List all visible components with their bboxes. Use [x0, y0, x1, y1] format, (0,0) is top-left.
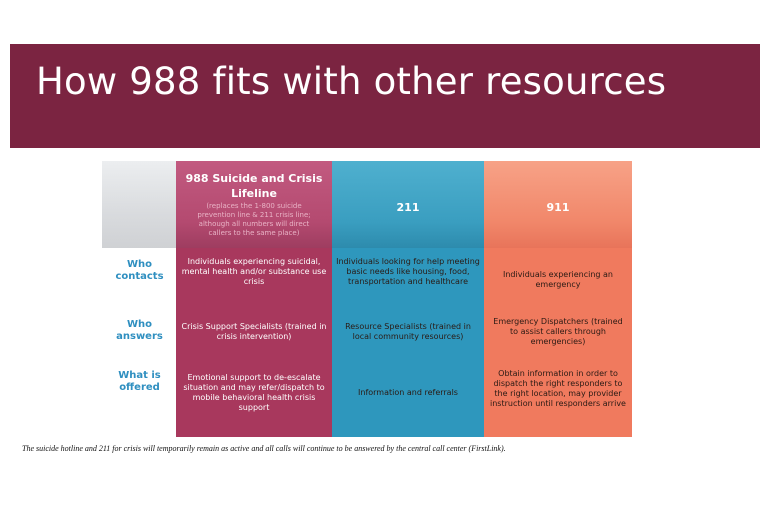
row-label-column: Who contacts Who answers What is offered: [102, 161, 177, 437]
cell-211-who-contacts: Individuals looking for help meeting bas…: [336, 257, 480, 286]
cell-988-who-contacts: Individuals experiencing suicidal, menta…: [181, 257, 327, 286]
cell-211-what-offered: Information and referrals: [358, 388, 458, 397]
row-label-who-answers: Who answers: [116, 319, 163, 342]
body-988: Individuals experiencing suicidal, menta…: [176, 248, 332, 437]
body-211: Individuals looking for help meeting bas…: [332, 248, 484, 437]
column-911: 911 Individuals experiencing an emergenc…: [484, 161, 632, 437]
footnote: The suicide hotline and 211 for crisis w…: [22, 444, 506, 453]
row-label-who-contacts: Who contacts: [115, 259, 164, 282]
comparison-table: Who contacts Who answers What is offered…: [102, 161, 632, 437]
header-988-subtitle: (replaces the 1-800 suicide prevention l…: [197, 202, 311, 237]
cell-911-who-answers: Emergency Dispatchers (trained to assist…: [493, 317, 623, 346]
header-988-title: 988 Suicide and Crisis Lifeline: [185, 172, 323, 200]
body-911: Individuals experiencing an emergency Em…: [484, 248, 632, 437]
header-211-title: 211: [396, 201, 420, 214]
cell-911-who-contacts: Individuals experiencing an emergency: [503, 270, 613, 289]
page-title: How 988 fits with other resources: [36, 60, 667, 103]
header-911: 911: [484, 161, 632, 248]
cell-988-what-offered: Emotional support to de-escalate situati…: [183, 373, 325, 412]
header-911-title: 911: [546, 201, 570, 214]
cell-911-what-offered: Obtain information in order to dispatch …: [490, 369, 626, 408]
column-988: 988 Suicide and Crisis Lifeline (replace…: [176, 161, 332, 437]
row-label-body: [102, 248, 177, 437]
blank-header-cell: [102, 161, 177, 248]
column-211: 211 Individuals looking for help meeting…: [332, 161, 484, 437]
cell-988-who-answers: Crisis Support Specialists (trained in c…: [181, 322, 327, 341]
header-988: 988 Suicide and Crisis Lifeline (replace…: [176, 161, 332, 248]
header-211: 211: [332, 161, 484, 248]
title-banner: How 988 fits with other resources: [10, 44, 760, 148]
cell-211-who-answers: Resource Specialists (trained in local c…: [345, 322, 471, 341]
row-label-what-offered: What is offered: [118, 370, 161, 393]
